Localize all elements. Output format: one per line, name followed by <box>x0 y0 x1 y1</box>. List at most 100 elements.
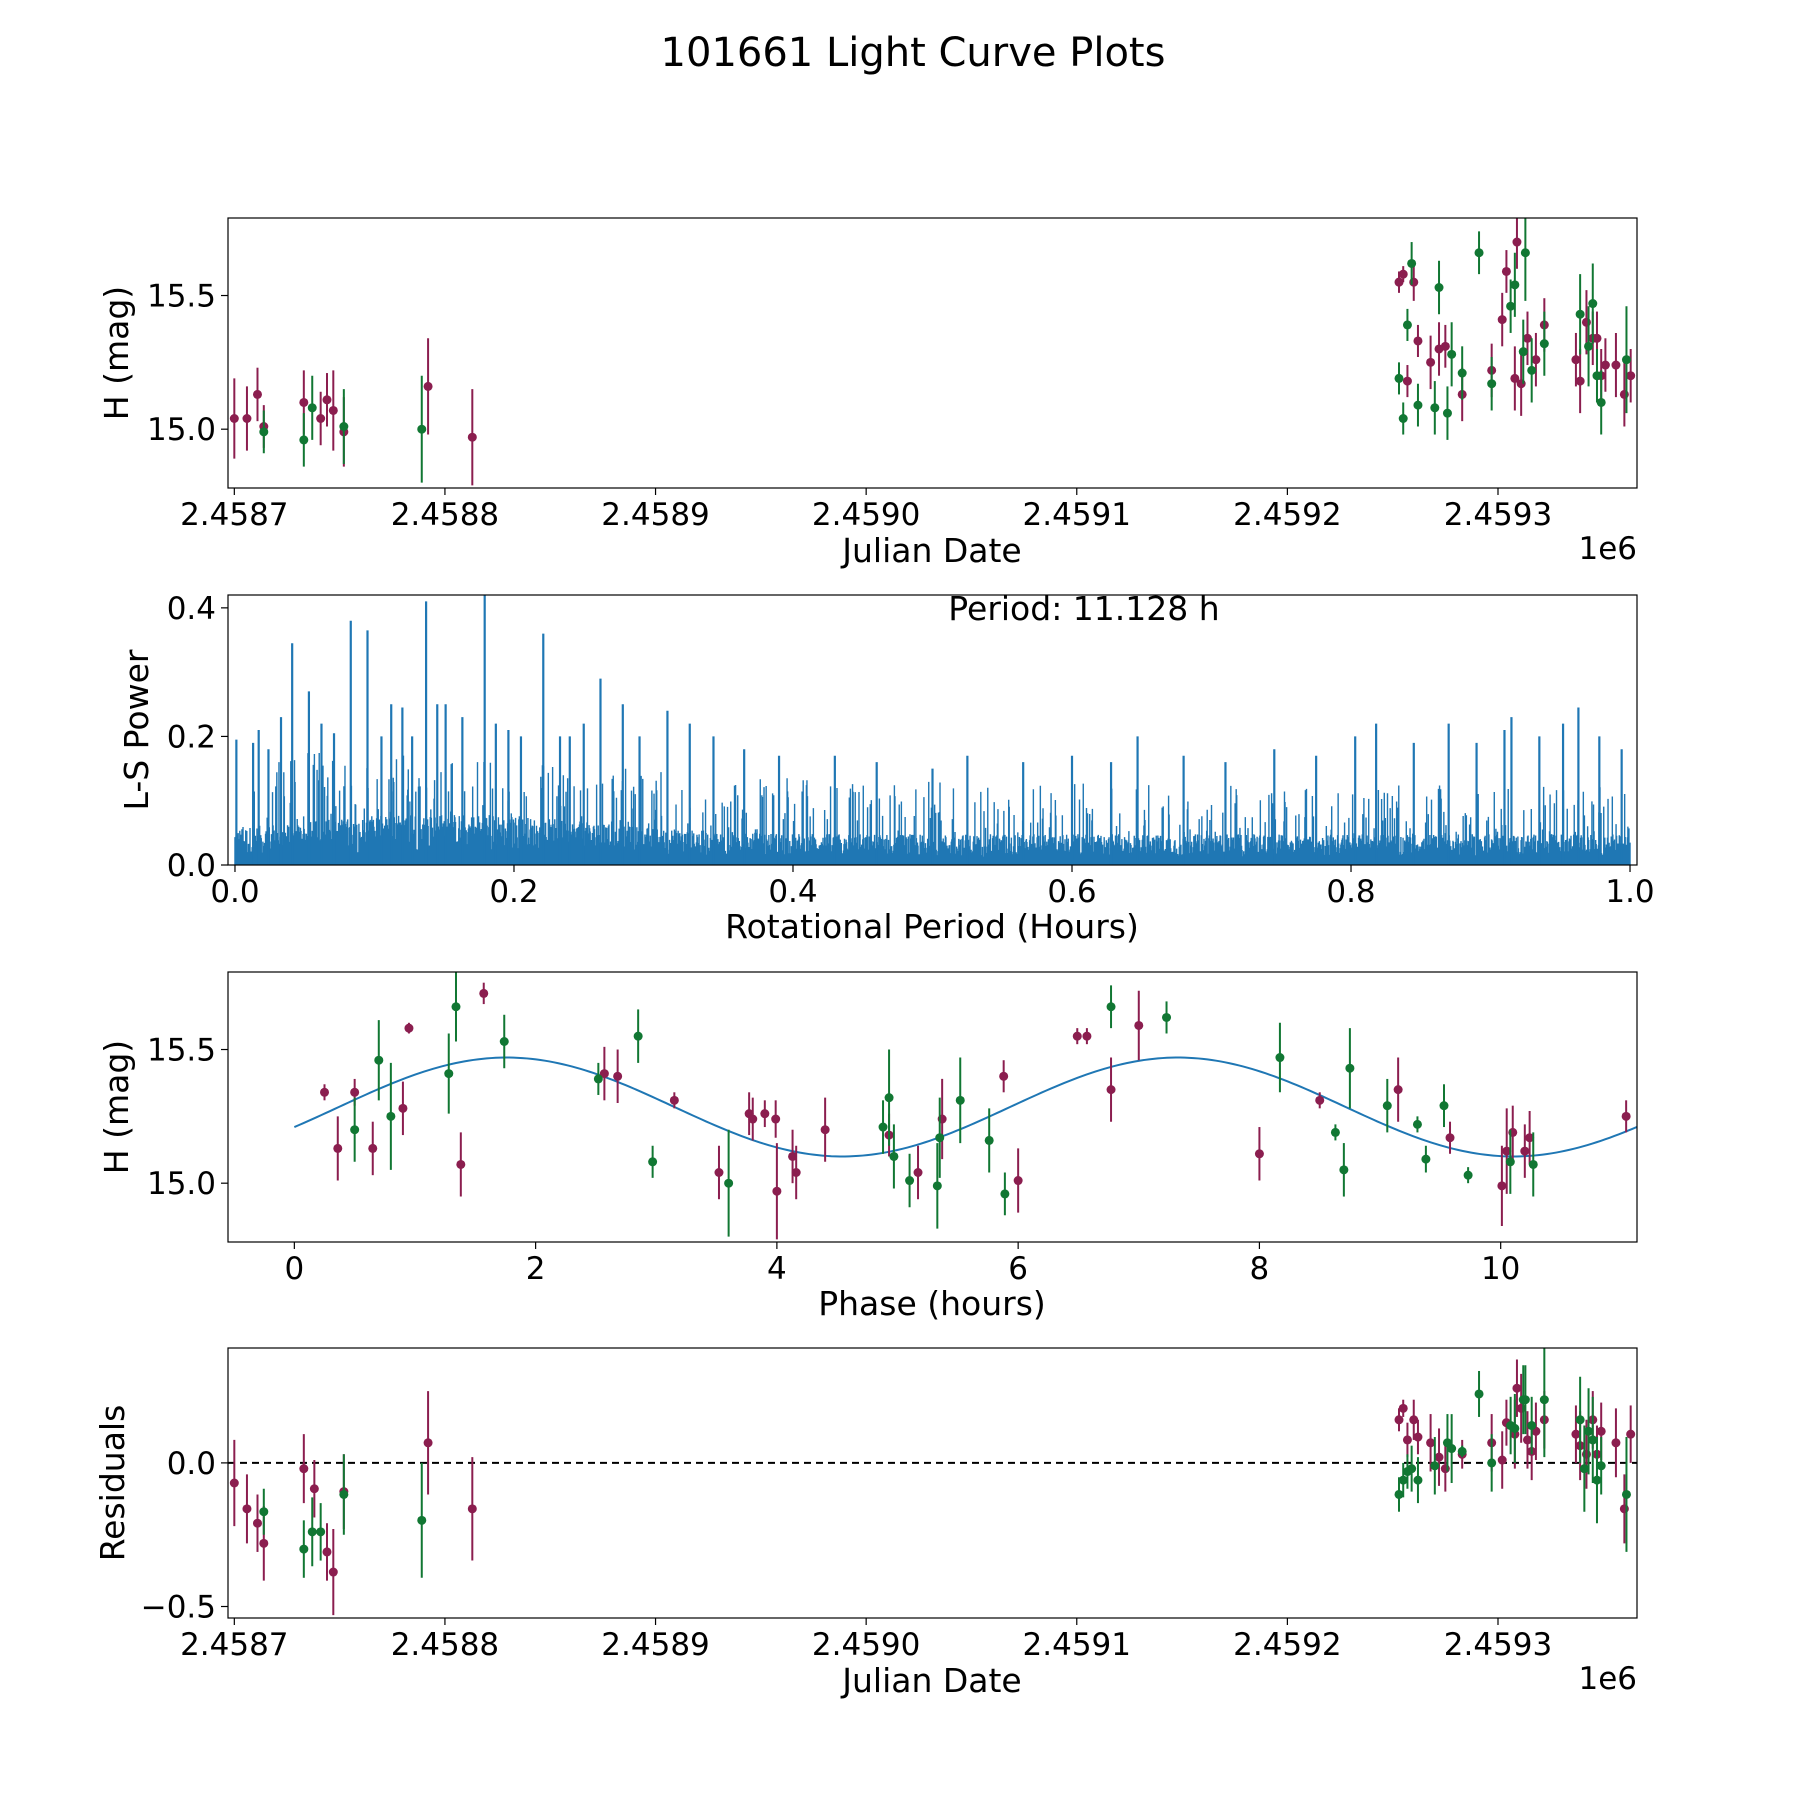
phase-point-maroon <box>368 1143 378 1153</box>
phase-point-maroon <box>772 1186 782 1196</box>
residuals-x-tick-label: 2.4593 <box>1444 1627 1552 1663</box>
residuals-point-green <box>1457 1446 1467 1456</box>
figure-title: 101661 Light Curve Plots <box>661 30 1166 76</box>
residuals-point-green <box>1474 1389 1484 1399</box>
phase-point-maroon <box>1445 1133 1455 1143</box>
residuals-point-maroon <box>1413 1432 1423 1442</box>
light-curve-y-label: H (mag) <box>97 286 136 420</box>
residuals-frame <box>227 1347 1638 1619</box>
residuals-point-green <box>1413 1475 1423 1485</box>
phase-y-tick-label: 15.5 <box>147 1033 216 1069</box>
residuals-y-tick-label: 0.0 <box>167 1446 216 1482</box>
light-curve-point-maroon <box>1501 266 1511 276</box>
phase-point-maroon <box>999 1071 1009 1081</box>
residuals-point-green <box>299 1544 309 1554</box>
light-curve-point-green <box>1592 371 1602 381</box>
light-curve-point-maroon <box>252 389 262 399</box>
phase-point-green <box>935 1133 945 1143</box>
phase-x-tick-label: 6 <box>1008 1251 1028 1287</box>
phase-point-green <box>889 1151 899 1161</box>
phase-point-green <box>499 1037 509 1047</box>
light-curve-point-maroon <box>242 413 252 423</box>
light-curve-point-maroon <box>1592 333 1602 343</box>
phase-point-maroon <box>1134 1020 1144 1030</box>
light-curve-point-maroon <box>1512 237 1522 247</box>
residuals-point-green <box>1584 1426 1594 1436</box>
light-curve-point-green <box>1520 248 1530 258</box>
phase-point-green <box>932 1181 942 1191</box>
residuals-point-green <box>1447 1444 1457 1454</box>
phase-point-green <box>451 1002 461 1012</box>
phase-point-maroon <box>613 1071 623 1081</box>
phase-point-green <box>1412 1119 1422 1129</box>
periodogram-y-tick-label: 0.2 <box>167 719 216 755</box>
light-curve-point-green <box>1539 339 1549 349</box>
residuals-point-green <box>1394 1489 1404 1499</box>
phase-point-maroon <box>760 1109 770 1119</box>
phase-point-maroon <box>771 1114 781 1124</box>
light-curve-y-tick-label: 15.0 <box>147 412 216 448</box>
light-curve-x-label: Julian Date <box>840 531 1022 570</box>
phase-point-maroon <box>669 1095 679 1105</box>
periodogram-x-tick-label: 1.0 <box>1605 874 1654 910</box>
phase-x-tick-label: 2 <box>526 1251 546 1287</box>
periodogram-y-ticks: 0.0 0.2 0.4 <box>167 591 228 884</box>
periodogram-y-tick-label: 0.0 <box>167 848 216 884</box>
light-curve-point-maroon <box>1626 371 1636 381</box>
phase-point-maroon <box>1072 1031 1082 1041</box>
phase-y-ticks: 15.0 15.5 <box>147 1033 228 1202</box>
phase-point-maroon <box>404 1023 414 1033</box>
residuals-x-tick-label: 2.4589 <box>601 1627 709 1663</box>
phase-point-green <box>374 1055 384 1065</box>
phase-point-maroon <box>788 1151 798 1161</box>
light-curve-plot-area <box>229 218 1636 486</box>
light-curve-y-tick-label: 15.5 <box>147 279 216 315</box>
phase-point-green <box>905 1176 915 1186</box>
phase-point-green <box>1106 1002 1116 1012</box>
periodogram-x-tick-label: 0.0 <box>210 874 259 910</box>
light-curve-point-green <box>1506 301 1516 311</box>
light-curve-point-green <box>1430 403 1440 413</box>
light-curve-point-maroon <box>1600 360 1610 370</box>
light-curve-point-green <box>1434 283 1444 293</box>
residuals-point-maroon <box>1522 1435 1532 1445</box>
light-curve-point-green <box>1442 408 1452 418</box>
phase-point-maroon <box>1013 1176 1023 1186</box>
light-curve-point-maroon <box>1409 277 1419 287</box>
residuals-point-green <box>1575 1415 1585 1425</box>
periodogram-x-label: Rotational Period (Hours) <box>725 907 1139 946</box>
phase-point-green <box>1345 1063 1355 1073</box>
phase-fit-curve <box>293 1056 1637 1158</box>
residuals-point-maroon <box>1571 1429 1581 1439</box>
period-annotation: Period: 11.128 h <box>948 589 1219 628</box>
light-curve-point-maroon <box>328 405 338 415</box>
phase-point-green <box>984 1135 994 1145</box>
light-curve-frame <box>227 217 1638 489</box>
light-curve-point-maroon <box>1426 357 1436 367</box>
phase-point-maroon <box>333 1143 343 1153</box>
residuals-y-ticks: −0.5 0.0 <box>141 1446 228 1626</box>
light-curve-point-maroon <box>1619 389 1629 399</box>
residuals-point-green <box>1621 1489 1631 1499</box>
residuals-point-green <box>1527 1421 1537 1431</box>
residuals-point-green <box>307 1527 317 1537</box>
phase-point-green <box>955 1095 965 1105</box>
phase-point-green <box>884 1093 894 1103</box>
light-curve-point-green <box>1413 400 1423 410</box>
light-curve-point-green <box>1457 368 1467 378</box>
residuals-point-green <box>316 1527 326 1537</box>
light-curve-point-green <box>1575 309 1585 319</box>
residuals-point-green <box>1430 1461 1440 1471</box>
residuals-point-maroon <box>242 1504 252 1514</box>
residuals-point-maroon <box>1596 1426 1606 1436</box>
phase-point-maroon <box>791 1167 801 1177</box>
light-curve-x-tick-label: 2.4592 <box>1233 497 1341 533</box>
light-curve-point-green <box>339 422 349 432</box>
residuals-point-maroon <box>322 1547 332 1557</box>
phase-x-label: Phase (hours) <box>818 1284 1046 1323</box>
periodogram-x-tick-label: 0.4 <box>768 874 817 910</box>
residuals-point-maroon <box>1398 1403 1408 1413</box>
phase-point-maroon <box>913 1167 923 1177</box>
residuals-point-maroon <box>1426 1438 1436 1448</box>
phase-point-maroon <box>599 1069 609 1079</box>
